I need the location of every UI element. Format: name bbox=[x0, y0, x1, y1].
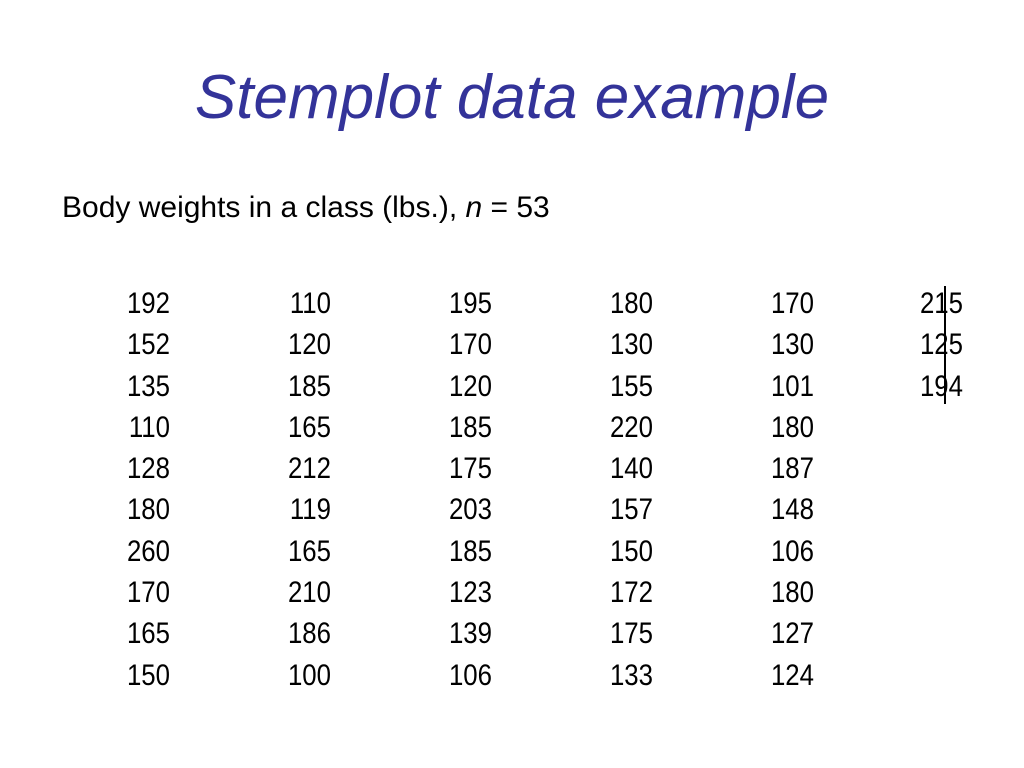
stem-leaf-divider-line bbox=[944, 286, 946, 404]
data-value: 110 bbox=[289, 287, 331, 320]
data-value: 152 bbox=[126, 328, 170, 362]
data-column-4: 180 130 155 220 140 157 150 172 175 133 bbox=[593, 283, 653, 696]
data-value: 140 bbox=[609, 452, 653, 486]
data-value: 165 bbox=[287, 410, 331, 444]
data-value: 186 bbox=[287, 617, 331, 651]
data-value: 155 bbox=[609, 369, 653, 403]
data-value: 260 bbox=[126, 534, 170, 568]
data-value: 165 bbox=[126, 617, 170, 651]
data-value: 180 bbox=[770, 410, 814, 444]
data-value: 150 bbox=[609, 534, 653, 568]
data-value: 215 bbox=[919, 287, 963, 320]
data-value: 135 bbox=[126, 369, 170, 403]
data-column-2: 110 120 185 165 212 119 165 210 186 100 bbox=[271, 283, 331, 696]
data-value: 180 bbox=[126, 493, 170, 527]
data-value: 157 bbox=[609, 493, 653, 527]
data-value: 194 bbox=[919, 369, 963, 403]
sample-size-value: = 53 bbox=[482, 191, 550, 224]
data-value: 180 bbox=[609, 287, 653, 320]
data-value: 212 bbox=[287, 452, 331, 486]
data-value: 185 bbox=[287, 369, 331, 403]
data-column-5: 170 130 101 180 187 148 106 180 127 124 bbox=[754, 283, 814, 696]
data-value: 170 bbox=[126, 576, 170, 610]
data-value: 119 bbox=[289, 493, 331, 527]
data-column-3: 195 170 120 185 175 203 185 123 139 106 bbox=[432, 283, 492, 696]
data-value: 187 bbox=[770, 452, 814, 486]
data-value: 170 bbox=[448, 328, 492, 362]
data-value: 165 bbox=[287, 534, 331, 568]
data-value: 110 bbox=[128, 410, 170, 444]
data-value: 203 bbox=[448, 493, 492, 527]
data-value: 139 bbox=[448, 617, 492, 651]
data-value: 185 bbox=[448, 410, 492, 444]
data-value: 128 bbox=[126, 452, 170, 486]
description-text: Body weights in a class (lbs.), bbox=[62, 191, 466, 224]
data-value: 127 bbox=[770, 617, 814, 651]
data-value: 120 bbox=[448, 369, 492, 403]
data-value: 123 bbox=[448, 576, 492, 610]
data-value: 101 bbox=[770, 369, 814, 403]
sample-size-variable: n bbox=[465, 191, 483, 224]
data-value: 106 bbox=[448, 658, 492, 692]
data-value: 192 bbox=[126, 287, 170, 320]
data-value: 220 bbox=[609, 410, 653, 444]
slide-title: Stemplot data example bbox=[194, 63, 830, 132]
data-value: 124 bbox=[770, 658, 814, 692]
data-value: 120 bbox=[287, 328, 331, 362]
data-column-1: 192 152 135 110 128 180 260 170 165 150 bbox=[110, 283, 170, 696]
dataset-description: Body weights in a class (lbs.), n = 53 bbox=[62, 188, 550, 228]
data-value: 185 bbox=[448, 534, 492, 568]
data-value: 130 bbox=[609, 328, 653, 362]
data-value: 175 bbox=[448, 452, 492, 486]
data-value: 175 bbox=[609, 617, 653, 651]
data-column-6: 215 125 194 bbox=[903, 283, 963, 407]
weights-data-table: 192 152 135 110 128 180 260 170 165 150 … bbox=[110, 283, 980, 703]
data-value: 130 bbox=[770, 328, 814, 362]
data-value: 210 bbox=[287, 576, 331, 610]
data-value: 125 bbox=[919, 328, 963, 362]
data-value: 150 bbox=[126, 658, 170, 692]
data-value: 133 bbox=[609, 658, 653, 692]
data-value: 100 bbox=[287, 658, 331, 692]
data-value: 180 bbox=[770, 576, 814, 610]
data-value: 106 bbox=[770, 534, 814, 568]
data-value: 172 bbox=[609, 576, 653, 610]
data-value: 170 bbox=[770, 287, 814, 320]
data-value: 148 bbox=[770, 493, 814, 527]
data-value: 195 bbox=[448, 287, 492, 320]
